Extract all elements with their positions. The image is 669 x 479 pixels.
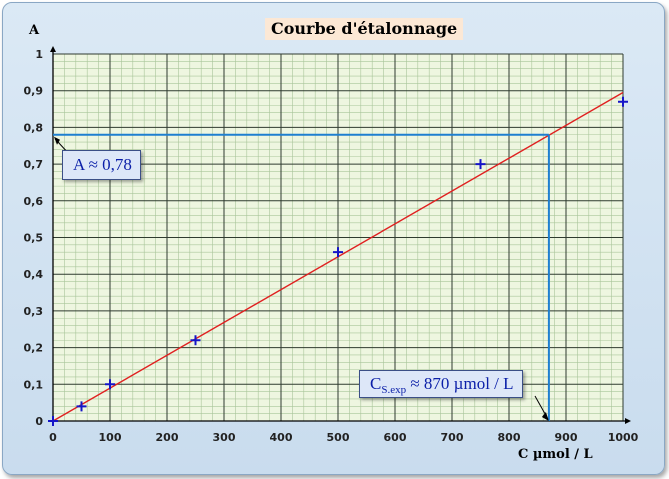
x-tick-label: 700 bbox=[441, 431, 464, 444]
y-tick-label: 0,1 bbox=[24, 378, 44, 391]
data-point-marker bbox=[333, 247, 343, 258]
x-tick-label: 100 bbox=[99, 431, 122, 444]
y-tick-label: 0,2 bbox=[24, 342, 44, 355]
x-tick-label: 200 bbox=[156, 431, 179, 444]
y-axis-label: A bbox=[29, 23, 40, 38]
annotation-c-arrowhead bbox=[541, 412, 549, 421]
data-point-marker bbox=[48, 416, 58, 426]
annotation-c-main: C bbox=[370, 374, 382, 393]
data-point-marker bbox=[475, 159, 486, 170]
x-tick-label: 900 bbox=[555, 431, 578, 444]
y-tick-label: 0 bbox=[35, 415, 43, 428]
y-tick-label: 0,8 bbox=[24, 121, 44, 134]
concentration-annotation: CS.exp ≈ 870 µmol / L bbox=[359, 370, 523, 398]
y-tick-label: 1 bbox=[35, 48, 43, 61]
x-tick-label: 0 bbox=[49, 431, 57, 444]
y-tick-label: 0,5 bbox=[24, 232, 44, 245]
data-point-marker bbox=[76, 401, 87, 412]
absorbance-annotation: A ≈ 0,78 bbox=[62, 150, 141, 180]
data-point-marker bbox=[105, 379, 115, 390]
x-axis-label: C µmol / L bbox=[518, 447, 593, 462]
data-point-marker bbox=[190, 335, 201, 346]
y-tick-label: 0,7 bbox=[24, 158, 44, 171]
y-tick-label: 0,6 bbox=[24, 195, 44, 208]
x-tick-label: 1000 bbox=[608, 431, 639, 444]
chart-title: Courbe d'étalonnage bbox=[265, 18, 464, 40]
data-point-marker bbox=[618, 96, 628, 107]
x-tick-label: 400 bbox=[270, 431, 293, 444]
y-axis-arrow bbox=[50, 46, 56, 52]
y-tick-label: 0,9 bbox=[24, 85, 44, 98]
y-tick-label: 0,4 bbox=[24, 268, 44, 281]
x-tick-label: 600 bbox=[384, 431, 407, 444]
annotation-a-arrowhead bbox=[54, 136, 60, 145]
annotation-c-rest: ≈ 870 µmol / L bbox=[406, 374, 514, 393]
x-axis-arrow bbox=[625, 418, 631, 424]
x-tick-label: 500 bbox=[327, 431, 350, 444]
x-tick-label: 300 bbox=[213, 431, 236, 444]
y-tick-label: 0,3 bbox=[24, 305, 44, 318]
annotation-c-sub: S.exp bbox=[381, 384, 407, 396]
x-tick-label: 800 bbox=[498, 431, 521, 444]
